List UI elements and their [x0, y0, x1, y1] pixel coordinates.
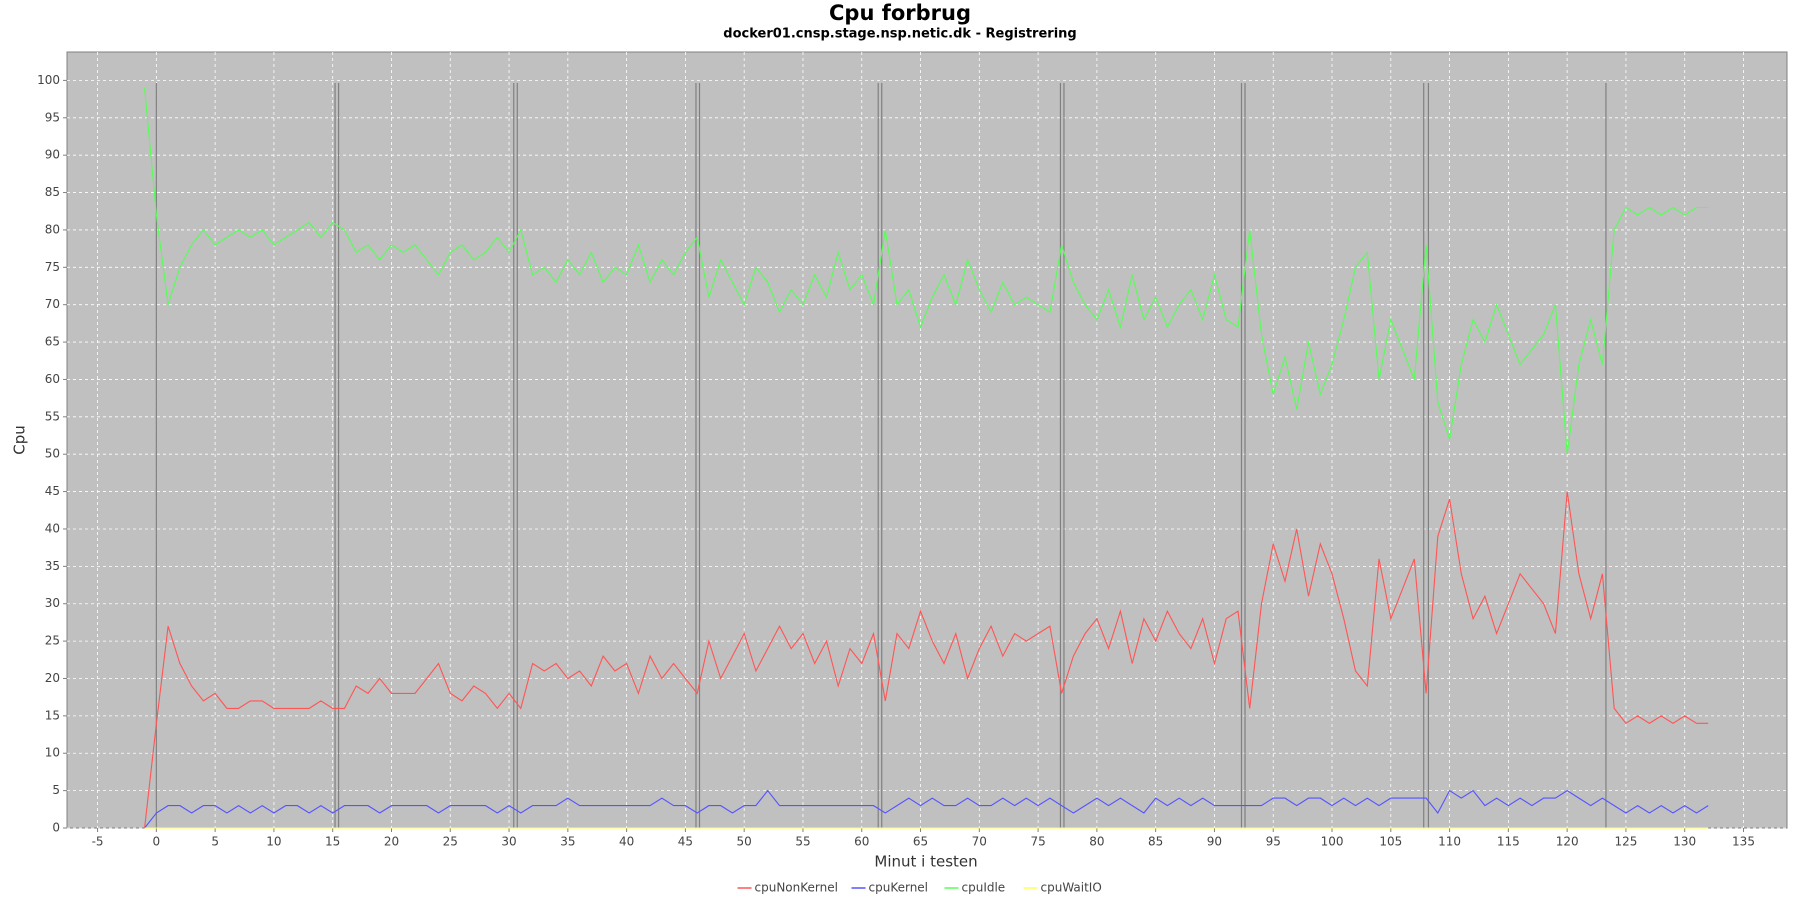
x-tick-label: 0 [153, 835, 161, 849]
y-tick-label: 55 [45, 409, 60, 423]
x-tick-label: 45 [678, 835, 693, 849]
x-tick-label: 110 [1438, 835, 1461, 849]
x-tick-label: 120 [1556, 835, 1579, 849]
x-tick-label: 90 [1207, 835, 1222, 849]
y-tick-label: 100 [37, 73, 60, 87]
x-tick-label: 125 [1614, 835, 1637, 849]
x-tick-label: 55 [795, 835, 810, 849]
y-tick-label: 95 [45, 110, 60, 124]
series-line [144, 491, 1709, 829]
x-tick-label: 70 [972, 835, 987, 849]
y-tick-label: 75 [45, 260, 60, 274]
x-tick-label: 135 [1732, 835, 1755, 849]
x-tick-label: 5 [211, 835, 219, 849]
y-tick-label: 60 [45, 372, 60, 386]
x-tick-label: -5 [92, 835, 104, 849]
y-tick-label: 90 [45, 148, 60, 162]
x-tick-label: 95 [1266, 835, 1281, 849]
legend-label: cpuIdle [962, 881, 1006, 895]
y-tick-label: 5 [52, 783, 60, 797]
plot-area [66, 51, 1788, 829]
y-tick-label: 15 [45, 708, 60, 722]
x-tick-label: 25 [443, 835, 458, 849]
y-tick-label: 35 [45, 559, 60, 573]
y-tick-label: 80 [45, 222, 60, 236]
y-axis-label: Cpu [11, 425, 29, 455]
x-tick-label: 105 [1379, 835, 1402, 849]
x-tick-label: 35 [560, 835, 575, 849]
series-line [144, 87, 1709, 455]
y-tick-label: 50 [45, 447, 60, 461]
y-tick-label: 70 [45, 297, 60, 311]
legend-label: cpuNonKernel [755, 881, 838, 895]
y-tick-label: 20 [45, 671, 60, 685]
x-tick-label: 10 [266, 835, 281, 849]
x-tick-label: 50 [737, 835, 752, 849]
y-tick-label: 40 [45, 521, 60, 535]
y-tick-label: 30 [45, 596, 60, 610]
series-line [144, 789, 1709, 829]
x-tick-label: 20 [384, 835, 399, 849]
chart-subtitle: docker01.cnsp.stage.nsp.netic.dk - Regis… [723, 27, 1076, 42]
y-tick-label: 65 [45, 335, 60, 349]
x-tick-label: 100 [1321, 835, 1344, 849]
chart-title: Cpu forbrug [829, 1, 971, 25]
legend-label: cpuKernel [869, 881, 929, 895]
x-tick-label: 115 [1497, 835, 1520, 849]
x-tick-label: 30 [501, 835, 516, 849]
x-tick-label: 85 [1148, 835, 1163, 849]
y-tick-label: 10 [45, 746, 60, 760]
x-tick-label: 65 [913, 835, 928, 849]
x-tick-label: 75 [1030, 835, 1045, 849]
y-tick-label: 85 [45, 185, 60, 199]
x-tick-label: 40 [619, 835, 634, 849]
legend-label: cpuWaitIO [1041, 881, 1102, 895]
x-tick-label: 80 [1089, 835, 1104, 849]
x-tick-label: 130 [1673, 835, 1696, 849]
x-tick-label: 15 [325, 835, 340, 849]
x-tick-label: 60 [854, 835, 869, 849]
x-axis-label: Minut i testen [874, 853, 977, 871]
y-tick-label: 25 [45, 634, 60, 648]
y-tick-label: 45 [45, 484, 60, 498]
y-tick-label: 0 [52, 821, 60, 835]
